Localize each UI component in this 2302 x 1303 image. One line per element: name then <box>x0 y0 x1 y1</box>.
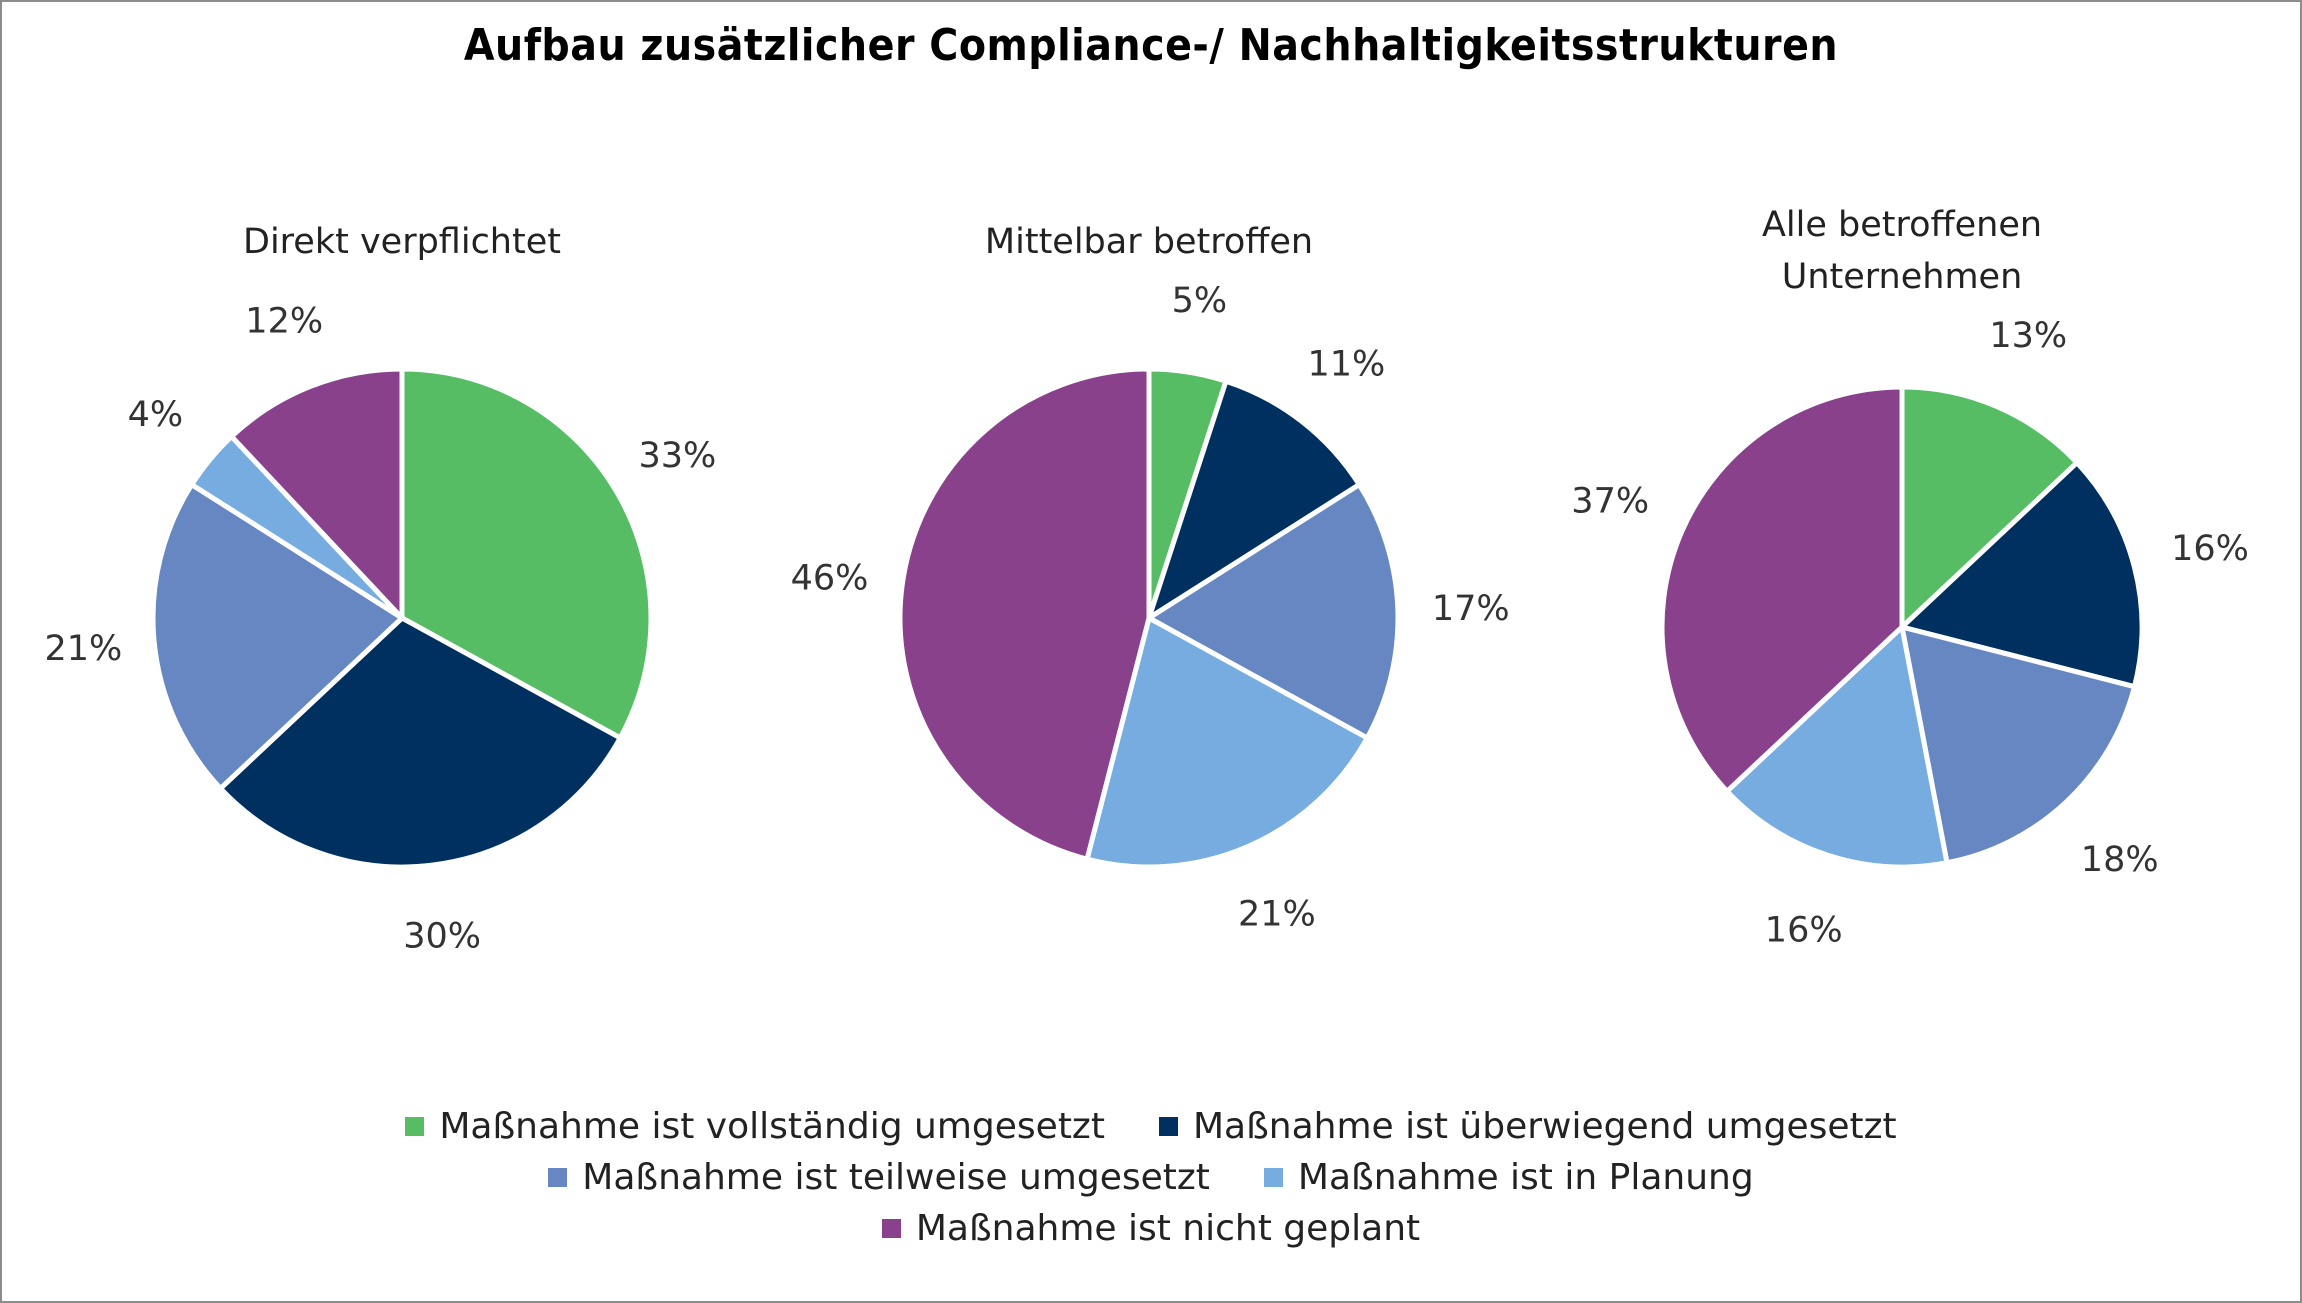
slice-label: 12% <box>245 302 323 342</box>
legend-swatch <box>1263 1168 1283 1187</box>
legend-item-planung: Maßnahme ist in Planung <box>1263 1157 1754 1198</box>
slice-label: 33% <box>639 436 717 476</box>
slice-label: 11% <box>1308 345 1386 385</box>
pie-slice <box>1899 460 2145 690</box>
legend-swatch <box>881 1219 901 1238</box>
pie-title: Alle betroffenen <box>1762 205 2042 245</box>
legend-swatch <box>548 1168 568 1187</box>
slice-label: 4% <box>128 395 184 435</box>
legend-label: Maßnahme ist teilweise umgesetzt <box>582 1157 1210 1198</box>
pie-slice <box>1146 378 1362 621</box>
legend-label: Maßnahme ist überwiegend umgesetzt <box>1192 1106 1897 1147</box>
legend-item-teilweise: Maßnahme ist teilweise umgesetzt <box>548 1157 1210 1198</box>
legend-label: Maßnahme ist in Planung <box>1297 1157 1754 1198</box>
pie-slice <box>897 366 1152 862</box>
legend-swatch <box>405 1117 425 1136</box>
slice-label: 21% <box>45 629 123 669</box>
pie-title: Direkt verpflichtet <box>243 222 561 262</box>
pie-title: Unternehmen <box>1782 257 2023 297</box>
slice-label: 18% <box>2081 840 2159 880</box>
legend-item-nicht: Maßnahme ist nicht geplant <box>881 1208 1421 1249</box>
legend-item-ueberwiegend: Maßnahme ist überwiegend umgesetzt <box>1158 1106 1897 1147</box>
pie-slice <box>1659 384 1905 794</box>
pie-slice <box>399 366 654 741</box>
pie-chart-3: Alle betroffenen Unternehmen 13% 16% 18% 16% 3… <box>1571 205 2249 950</box>
chart-title: Aufbau zusätzlicher Compliance-/ Nachhal… <box>463 20 1839 71</box>
legend-row-1: Maßnahme ist vollständig umgesetzt Maßna… <box>0 1106 2302 1147</box>
slice-label: 30% <box>403 917 481 957</box>
slice-label: 13% <box>1989 316 2067 356</box>
legend-item-vollstaendig: Maßnahme ist vollständig umgesetzt <box>405 1106 1105 1147</box>
pie-slice <box>1084 615 1370 870</box>
slice-label: 21% <box>1238 895 1316 935</box>
legend-label: Maßnahme ist nicht geplant <box>915 1208 1421 1249</box>
pie-slice <box>150 482 405 791</box>
slice-label: 16% <box>1765 910 1843 950</box>
pie-slice <box>1146 482 1401 741</box>
slice-label: 16% <box>2171 529 2249 569</box>
pie-chart-1: Direkt verpflichtet 33% 30% 21% 4% 12% <box>45 222 717 957</box>
pie-slice <box>1724 624 1950 870</box>
pie-slice <box>217 615 623 870</box>
legend-label: Maßnahme ist vollständig umgesetzt <box>439 1106 1105 1147</box>
pie-slice <box>1899 384 2080 630</box>
slice-label: 5% <box>1172 281 1228 321</box>
pie-slice <box>1899 624 2137 866</box>
pie-title: Mittelbar betroffen <box>985 222 1313 262</box>
slice-label: 17% <box>1432 589 1510 629</box>
slice-label: 46% <box>791 559 869 599</box>
pie-slice <box>229 366 405 621</box>
legend-row-3: Maßnahme ist nicht geplant <box>0 1208 2302 1249</box>
legend-row-2: Maßnahme ist teilweise umgesetzt Maßnahm… <box>0 1157 2302 1198</box>
slice-label: 37% <box>1571 482 1649 522</box>
legend-swatch <box>1158 1117 1178 1136</box>
pie-chart-2: Mittelbar betroffen 5% 11% 17% 21% 46% <box>791 222 1510 935</box>
